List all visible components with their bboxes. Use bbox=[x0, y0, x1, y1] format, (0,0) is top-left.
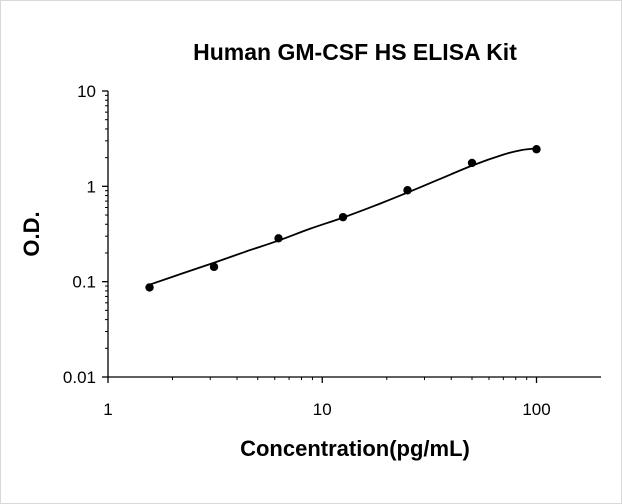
fit-curve-group bbox=[149, 147, 537, 286]
y-tick-label: 1 bbox=[87, 177, 96, 196]
data-point bbox=[209, 262, 219, 272]
fit-curve-line bbox=[149, 147, 537, 286]
x-axis-label: Concentration(pg/mL) bbox=[240, 436, 470, 461]
data-points bbox=[145, 145, 541, 292]
data-point bbox=[338, 212, 348, 222]
y-tick-label: 0.01 bbox=[63, 368, 96, 387]
y-axis-label: O.D. bbox=[19, 211, 44, 256]
chart-title: Human GM-CSF HS ELISA Kit bbox=[193, 39, 517, 65]
data-point bbox=[403, 186, 412, 195]
y-tick-label: 0.1 bbox=[72, 273, 96, 292]
axes: 0.01 0.1 1 10 1 10 100 bbox=[63, 82, 601, 419]
x-tick-label: 1 bbox=[103, 400, 112, 419]
data-point bbox=[145, 283, 154, 292]
data-point bbox=[274, 234, 283, 243]
data-point bbox=[532, 145, 541, 154]
x-tick-label: 100 bbox=[522, 400, 550, 419]
x-tick-label: 10 bbox=[313, 400, 332, 419]
data-point bbox=[467, 158, 477, 168]
y-tick-label: 10 bbox=[77, 82, 96, 101]
